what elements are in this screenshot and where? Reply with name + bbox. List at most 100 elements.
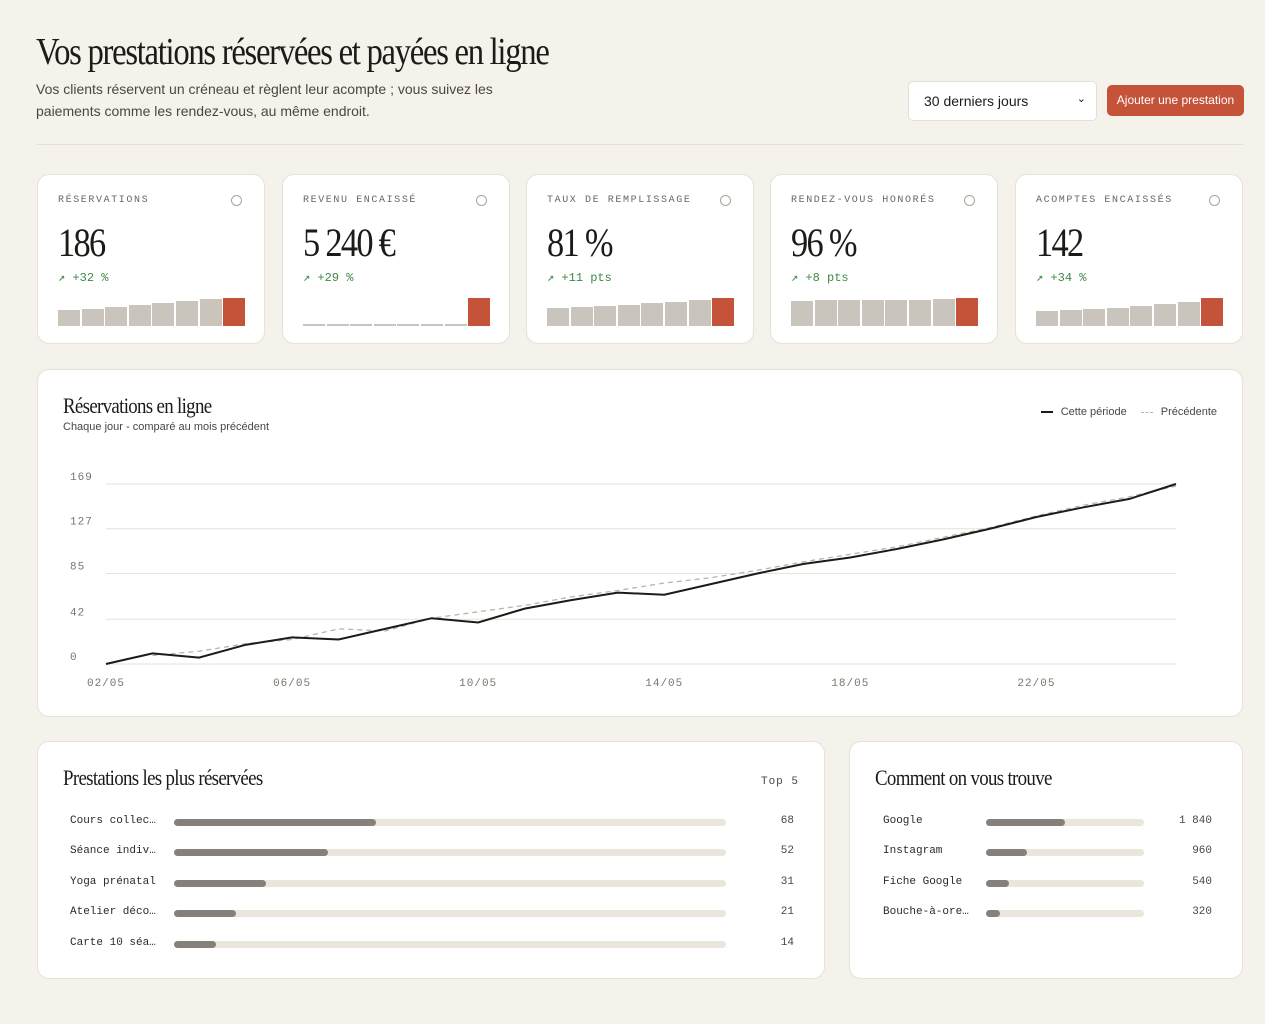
kpi-value: 186 xyxy=(58,220,106,265)
kpi-card: Rendez-vous honorés 96 % ↗ +8 pts xyxy=(770,174,998,344)
x-tick-label: 10/05 xyxy=(459,678,497,690)
sources-card: Comment on vous trouve Google 1 840 Instag… xyxy=(849,741,1243,979)
spark-bar xyxy=(814,300,837,326)
spark-bar xyxy=(617,305,640,326)
spark-bar xyxy=(1083,309,1106,326)
spark-bar xyxy=(1154,304,1176,326)
kpi-label: Acomptes encaissés xyxy=(1036,195,1173,206)
legend-label: Cette période xyxy=(1060,406,1127,418)
series-line xyxy=(152,485,1177,657)
chevron: ⌄ xyxy=(1076,93,1086,105)
row-value: 320 xyxy=(1192,906,1212,918)
badge: Top 5 xyxy=(760,776,799,788)
spark-bar xyxy=(350,324,373,326)
bar xyxy=(986,880,1010,887)
select-label: 30 derniers jours xyxy=(924,93,1029,109)
bar-track xyxy=(986,880,1144,887)
row-label: Séance indiv… xyxy=(70,845,156,857)
row-value: 21 xyxy=(780,906,794,918)
spark-bar xyxy=(303,324,325,326)
row-label: Bouche-à-ore… xyxy=(883,906,969,918)
page-title: Vos prestations réservées et payées en l… xyxy=(36,30,632,74)
x-tick-label: 18/05 xyxy=(831,678,869,690)
spark-bar xyxy=(1036,311,1058,326)
subtitle: Vos clients réservent un créneau et règl… xyxy=(36,81,493,119)
bar xyxy=(986,849,1028,856)
spark-bar xyxy=(885,300,908,326)
kpi-delta: ↗ +29 % xyxy=(303,271,354,285)
spark-bar xyxy=(956,298,979,326)
spark-bar xyxy=(712,298,735,326)
bar-track xyxy=(174,819,726,826)
spark-bar xyxy=(1177,302,1200,326)
spark-bar xyxy=(373,324,396,326)
spark-bar xyxy=(665,302,687,326)
kpi-card: Taux de remplissage 81 % ↗ +11 pts xyxy=(526,174,754,344)
row-label: Cours collec… xyxy=(70,815,156,827)
card-title: Prestations les plus réservées xyxy=(63,765,263,790)
chart-subtitle: Chaque jour - comparé au mois précédent xyxy=(63,421,270,433)
chart: 0 42 85 127 169 02/05 06/05 10/05 14/05 18/05 22/0… xyxy=(70,472,1177,690)
spark-bar xyxy=(444,324,467,326)
spark-bar xyxy=(397,324,420,326)
bar xyxy=(174,941,216,948)
card-title: Comment on vous trouve xyxy=(875,765,1052,790)
bar-track xyxy=(174,849,726,856)
kpi-delta: ↗ +11 pts xyxy=(547,271,612,285)
kpi-value: 81 % xyxy=(547,220,614,265)
spark-bar xyxy=(1201,298,1224,326)
spark-bar xyxy=(641,303,664,326)
spark-bar xyxy=(909,300,931,326)
spark-bar xyxy=(199,299,222,326)
kpi-card: Revenu encaissé 5 240 € ↗ +29 % xyxy=(282,174,510,344)
kpi-card: Acomptes encaissés 142 ↗ +34 % xyxy=(1015,174,1243,344)
row-label: Atelier déco… xyxy=(70,906,156,918)
kpi-value: 5 240 € xyxy=(303,220,396,265)
kpi-delta: ↗ +34 % xyxy=(1036,271,1087,285)
kpi-delta: ↗ +8 pts xyxy=(791,271,849,285)
row-value: 31 xyxy=(780,876,794,888)
y-tick-label: 169 xyxy=(70,472,93,484)
info-icon xyxy=(720,195,731,206)
info-icon xyxy=(231,195,242,206)
top-services-card: Prestations les plus réservées Top 5 Cou… xyxy=(37,741,825,979)
x-tick-label: 22/05 xyxy=(1017,678,1055,690)
title: Vos prestations réservées et payées en l… xyxy=(36,31,550,73)
spark-bar xyxy=(594,306,617,326)
bar-track xyxy=(174,941,726,948)
spark-bar xyxy=(1130,306,1153,326)
bar xyxy=(174,880,266,887)
bar xyxy=(986,910,1000,917)
spark-bar xyxy=(570,307,593,326)
spark-bar xyxy=(838,300,861,326)
spark-bar xyxy=(223,298,246,326)
kpi-label: Taux de remplissage xyxy=(547,195,692,206)
spark-bar xyxy=(421,324,443,326)
x-tick-label: 02/05 xyxy=(87,678,125,690)
spark-bar xyxy=(688,300,711,326)
divider xyxy=(37,144,1243,145)
legend-label: Précédente xyxy=(1160,406,1217,418)
bar xyxy=(174,849,329,856)
kpi-card: Réservations 186 ↗ +32 % xyxy=(37,174,265,344)
legend-item: Précédente xyxy=(1140,406,1217,418)
kpi-label: Rendez-vous honorés xyxy=(791,195,936,206)
bar xyxy=(986,819,1066,826)
y-tick-label: 0 xyxy=(70,652,78,664)
legend-swatch xyxy=(1140,411,1153,413)
row-value: 52 xyxy=(780,845,794,857)
spark-bar xyxy=(791,301,813,326)
y-tick-label: 127 xyxy=(70,517,93,529)
info-icon xyxy=(476,195,487,206)
bar xyxy=(174,910,237,917)
add-button[interactable]: Ajouter une prestation xyxy=(1107,85,1244,116)
spark-bar xyxy=(105,307,128,326)
row-value: 1 840 xyxy=(1178,815,1212,827)
row-label: Instagram xyxy=(883,845,943,857)
spark-bar xyxy=(1059,310,1082,326)
kpi-delta: ↗ +32 % xyxy=(58,271,109,285)
bar xyxy=(174,819,376,826)
period-select[interactable]: 30 derniers jours ⌄ xyxy=(908,81,1097,121)
x-tick-label: 06/05 xyxy=(273,678,311,690)
spark-bar xyxy=(1106,308,1129,326)
